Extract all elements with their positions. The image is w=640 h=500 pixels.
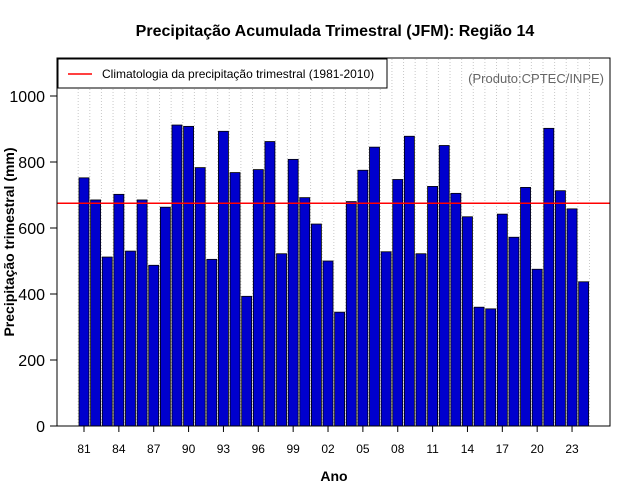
x-tick-label: 96 [252, 442, 266, 456]
x-axis-title: Ano [320, 468, 347, 484]
y-tick-label: 800 [18, 155, 45, 172]
bar-2019 [520, 187, 531, 427]
bar-2013 [450, 192, 462, 427]
x-tick-label: 02 [321, 442, 335, 456]
bar-1998 [276, 253, 287, 427]
bar-2007 [380, 251, 392, 427]
bars [57, 124, 610, 427]
bar-1990 [183, 125, 194, 427]
bar-2008 [392, 179, 404, 427]
bar-1999 [287, 158, 299, 427]
bar-2023 [566, 208, 578, 427]
bar-1995 [241, 295, 253, 427]
bar-1986 [136, 199, 148, 427]
bar-1996 [252, 169, 264, 427]
bar-2009 [403, 135, 415, 427]
x-tick-label: 23 [565, 442, 579, 456]
y-axis-title: Precipitação trimestral (mm) [1, 147, 17, 336]
x-tick-label: 99 [286, 442, 300, 456]
y-tick-label: 400 [18, 287, 45, 304]
bar-1981 [78, 177, 90, 427]
x-tick-label: 17 [496, 442, 510, 456]
bar-1985 [125, 250, 136, 427]
bar-2024 [578, 281, 590, 427]
bar-1997 [264, 141, 276, 427]
x-tick-label: 20 [531, 442, 545, 456]
y-tick-label: 600 [18, 221, 45, 238]
y-tick-label: 1000 [9, 89, 45, 106]
bar-1982 [90, 199, 102, 427]
legend: Climatologia da precipitação trimestral … [57, 58, 388, 89]
bar-2012 [438, 145, 450, 427]
bar-1991 [194, 167, 206, 427]
bar-2015 [473, 306, 485, 427]
x-tick-label: 90 [182, 442, 196, 456]
plot-frame [56, 57, 611, 427]
y-tick-label: 200 [18, 353, 45, 370]
bar-1987 [148, 264, 160, 427]
bar-2020 [531, 268, 543, 427]
bar-1984 [113, 193, 125, 427]
bar-1989 [171, 124, 183, 427]
bar-1992 [206, 258, 218, 427]
x-tick-label: 05 [356, 442, 370, 456]
bar-1988 [159, 206, 171, 427]
grid-lines [77, 59, 590, 425]
x-tick-label: 87 [147, 442, 161, 456]
bar-2006 [369, 146, 380, 427]
bar-2005 [357, 169, 369, 427]
bar-2000 [299, 197, 311, 427]
legend-box [57, 58, 388, 89]
y-tick-label: 0 [36, 419, 45, 436]
x-tick-label: 81 [77, 442, 91, 456]
bar-2022 [555, 190, 566, 427]
bar-1994 [229, 172, 241, 427]
x-tick-label: 93 [217, 442, 231, 456]
y-axis: 0 200 400 600 800 1000 [9, 89, 57, 436]
bar-2011 [427, 186, 439, 427]
bar-2017 [496, 213, 508, 427]
bar-2001 [310, 223, 322, 427]
legend-label: Climatologia da precipitação trimestral … [102, 67, 374, 81]
bar-2003 [334, 311, 346, 427]
bar-2010 [415, 253, 427, 427]
x-tick-label: 08 [391, 442, 405, 456]
bar-2018 [508, 236, 520, 427]
x-tick-label: 14 [461, 442, 475, 456]
chart-title: Precipitação Acumulada Trimestral (JFM):… [136, 23, 535, 40]
bar-2004 [345, 201, 357, 427]
x-tick-label: 84 [112, 442, 126, 456]
bar-2002 [322, 260, 334, 427]
bar-2021 [543, 127, 555, 427]
bar-1983 [101, 256, 113, 427]
bar-1993 [218, 130, 229, 427]
x-axis: 81 84 87 90 93 96 99 02 05 08 11 14 17 20 23 [77, 426, 579, 456]
bar-2014 [462, 216, 473, 427]
credit-text: (Produto:CPTEC/INPE) [468, 71, 604, 86]
bar-2016 [485, 308, 497, 427]
x-tick-label: 11 [426, 442, 439, 456]
